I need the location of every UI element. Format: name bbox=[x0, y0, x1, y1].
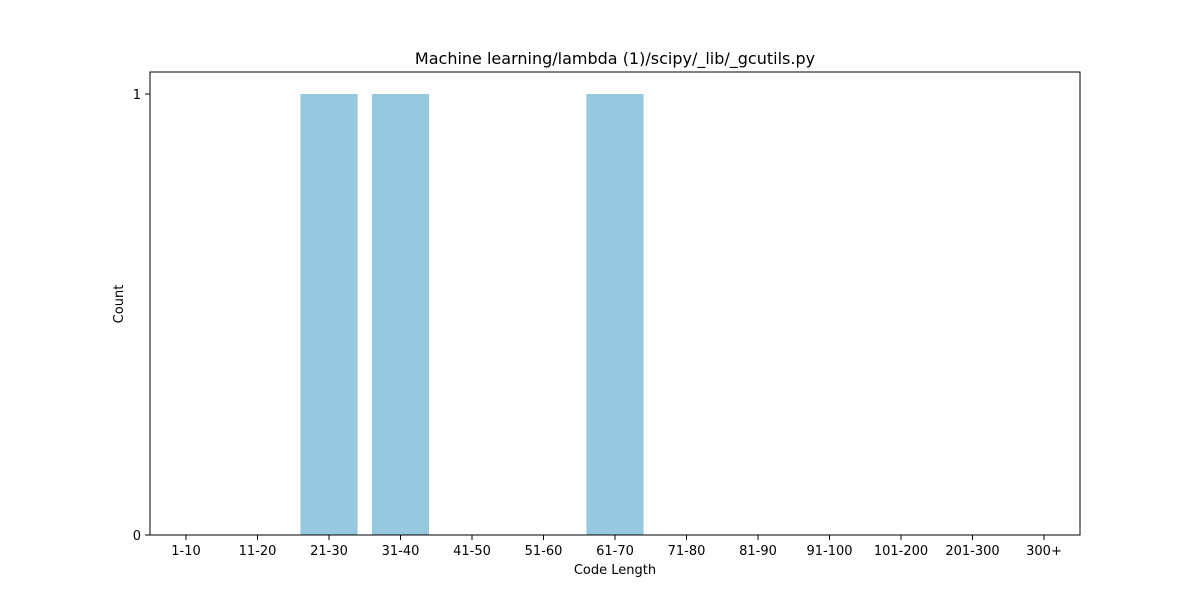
chart-title: Machine learning/lambda (1)/scipy/_lib/_… bbox=[415, 49, 815, 69]
x-tick-label: 91-100 bbox=[806, 544, 852, 559]
x-tick-label: 61-70 bbox=[596, 544, 634, 559]
y-axis-label: Count bbox=[112, 285, 127, 324]
x-tick-label: 1-10 bbox=[171, 544, 201, 559]
x-tick-label: 81-90 bbox=[739, 544, 777, 559]
x-tick-label: 51-60 bbox=[525, 544, 563, 559]
x-axis: 1-10 11-20 21-30 31-40 41-50 51-60 61-70 71-80 8… bbox=[171, 535, 1062, 559]
x-tick-label: 31-40 bbox=[382, 544, 420, 559]
y-axis: 01 bbox=[133, 88, 150, 544]
x-tick-label: 11-20 bbox=[239, 544, 277, 559]
bar-61-70 bbox=[586, 94, 644, 535]
x-axis-label: Code Length bbox=[574, 563, 656, 578]
x-tick-label: 21-30 bbox=[310, 544, 348, 559]
bar-21-30 bbox=[300, 94, 358, 535]
x-tick-label: 71-80 bbox=[668, 544, 706, 559]
bar-31-40 bbox=[371, 94, 430, 535]
x-tick-label: 41-50 bbox=[453, 544, 491, 559]
x-tick-label: 300+ bbox=[1026, 544, 1062, 559]
y-tick-label: 1 bbox=[133, 88, 141, 103]
y-tick-label: 0 bbox=[133, 529, 141, 544]
x-tick-label: 201-300 bbox=[945, 544, 999, 559]
x-tick-label: 101-200 bbox=[874, 544, 928, 559]
bars-group bbox=[300, 94, 644, 535]
